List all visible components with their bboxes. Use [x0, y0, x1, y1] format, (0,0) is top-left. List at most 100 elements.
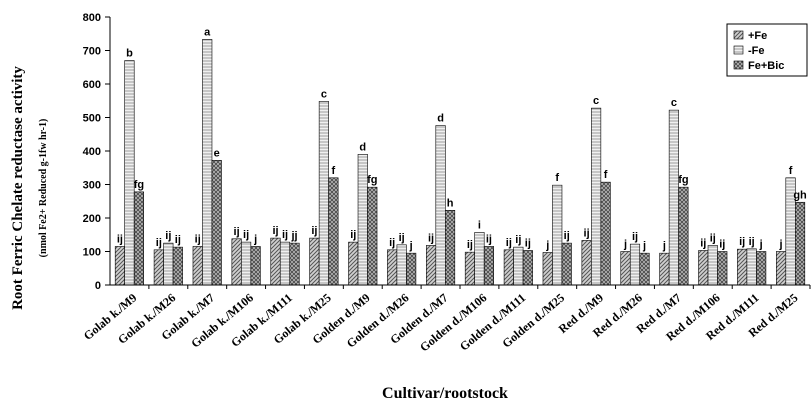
bar-letter-label: ij: [719, 239, 725, 251]
bar: [513, 246, 524, 286]
bar: [279, 241, 291, 286]
bar-letter-label: ij: [515, 234, 521, 246]
bar-letter-label: j: [662, 240, 666, 252]
bar: [629, 243, 641, 286]
y-tick-label: 0: [95, 280, 101, 292]
bar-letter-label: f: [789, 165, 793, 177]
bar: [172, 246, 183, 286]
bar: [367, 186, 378, 286]
bar: [591, 107, 602, 286]
bar-letter-label: c: [593, 95, 599, 107]
bar-letter-label: c: [321, 88, 327, 100]
bar: [114, 246, 125, 286]
bar-letter-label: ij: [175, 234, 181, 246]
bar: [678, 186, 689, 286]
bar: [192, 246, 203, 286]
bar-letter-label: ij: [156, 237, 162, 249]
bar: [698, 250, 709, 286]
bar-letter-label: ij: [564, 230, 570, 242]
bar: [746, 248, 757, 286]
bar: [133, 191, 144, 286]
bar: [348, 241, 359, 286]
bar-letter-label: ij: [749, 236, 755, 248]
bar: [270, 237, 281, 286]
bar: [707, 245, 718, 286]
bar: [318, 101, 329, 286]
bar: [474, 232, 485, 286]
bar: [561, 242, 572, 286]
bar: [387, 249, 398, 286]
bar: [503, 249, 514, 286]
legend-label: +Fe: [748, 30, 767, 42]
bar: [202, 39, 213, 286]
bar-letter-label: fg: [678, 174, 688, 186]
bar: [581, 240, 592, 286]
bar-letter-label: j: [623, 239, 627, 251]
legend-label: -Fe: [748, 45, 765, 57]
x-axis-label: Cultivar/rootstock: [382, 385, 508, 402]
x-tick-label: Golden d./M106: [417, 291, 489, 355]
bar-letter-label: ij: [428, 232, 434, 244]
bar-letter-label: j: [759, 239, 763, 251]
bar-letter-label: b: [126, 48, 133, 60]
bar-letter-label: j: [409, 240, 413, 252]
bar-letter-label: a: [204, 26, 211, 38]
bar: [250, 246, 261, 286]
bar-letter-label: ij: [195, 233, 201, 245]
bar: [464, 251, 475, 286]
bar: [309, 237, 320, 286]
bar: [542, 252, 553, 286]
legend-label: Fe+Bic: [748, 60, 784, 72]
y-tick-label: 200: [83, 213, 101, 225]
bar-letter-label: f: [604, 169, 608, 181]
legend: +Fe -Fe Fe+Bic: [726, 23, 808, 77]
bar: [211, 160, 222, 286]
bar-letter-label: ij: [584, 227, 590, 239]
bar-letter-label: j: [642, 240, 646, 252]
bar-letter-label: jj: [290, 230, 297, 242]
y-tick-label: 500: [83, 113, 101, 125]
bar-letter-label: ij: [700, 237, 706, 249]
bar-letter-label: ij: [399, 232, 405, 244]
y-axis-label-sub: (nmol Fe2+ Reduced g-1fw hr-1): [38, 119, 49, 258]
bar: [522, 250, 533, 286]
y-tick-label: 400: [83, 146, 101, 158]
bar: [435, 125, 446, 286]
bar: [241, 241, 252, 286]
bar-letter-label: fg: [367, 174, 377, 186]
bar-letter-label: ij: [525, 237, 531, 249]
legend-swatch: [733, 30, 744, 40]
bar: [639, 252, 650, 286]
bar-letter-label: e: [214, 147, 220, 159]
y-axis-label-main: Root Ferric Chelate reductase activity: [10, 66, 26, 310]
bar-letter-label: ij: [234, 226, 240, 238]
bar: [483, 246, 494, 286]
bar-letter-label: c: [671, 97, 677, 109]
bar: [396, 244, 407, 286]
bar-letter-label: i: [478, 219, 481, 231]
bars: [114, 39, 806, 286]
bar: [552, 184, 563, 286]
bar-letter-label: ij: [282, 229, 288, 241]
bar-letter-label: d: [437, 113, 444, 125]
y-tick-label: 300: [83, 180, 101, 192]
bar-letter-label: ij: [486, 233, 492, 245]
bar: [406, 252, 417, 286]
y-tick-label: 600: [83, 79, 101, 91]
bar-letter-label: ij: [632, 231, 638, 243]
bar-letter-label: gh: [793, 189, 807, 201]
bar-letter-label: ij: [710, 232, 716, 244]
bar-letter-label: ij: [117, 233, 123, 245]
y-tick-label: 800: [83, 12, 101, 24]
bar-letter-label: fg: [134, 179, 144, 191]
bar-letter-label: ij: [272, 225, 278, 237]
bar-letter-label: j: [253, 233, 257, 245]
bar-letter-label: d: [359, 141, 366, 153]
bar: [795, 201, 806, 286]
bar: [445, 209, 456, 286]
bar: [600, 181, 611, 286]
bar: [776, 251, 787, 286]
